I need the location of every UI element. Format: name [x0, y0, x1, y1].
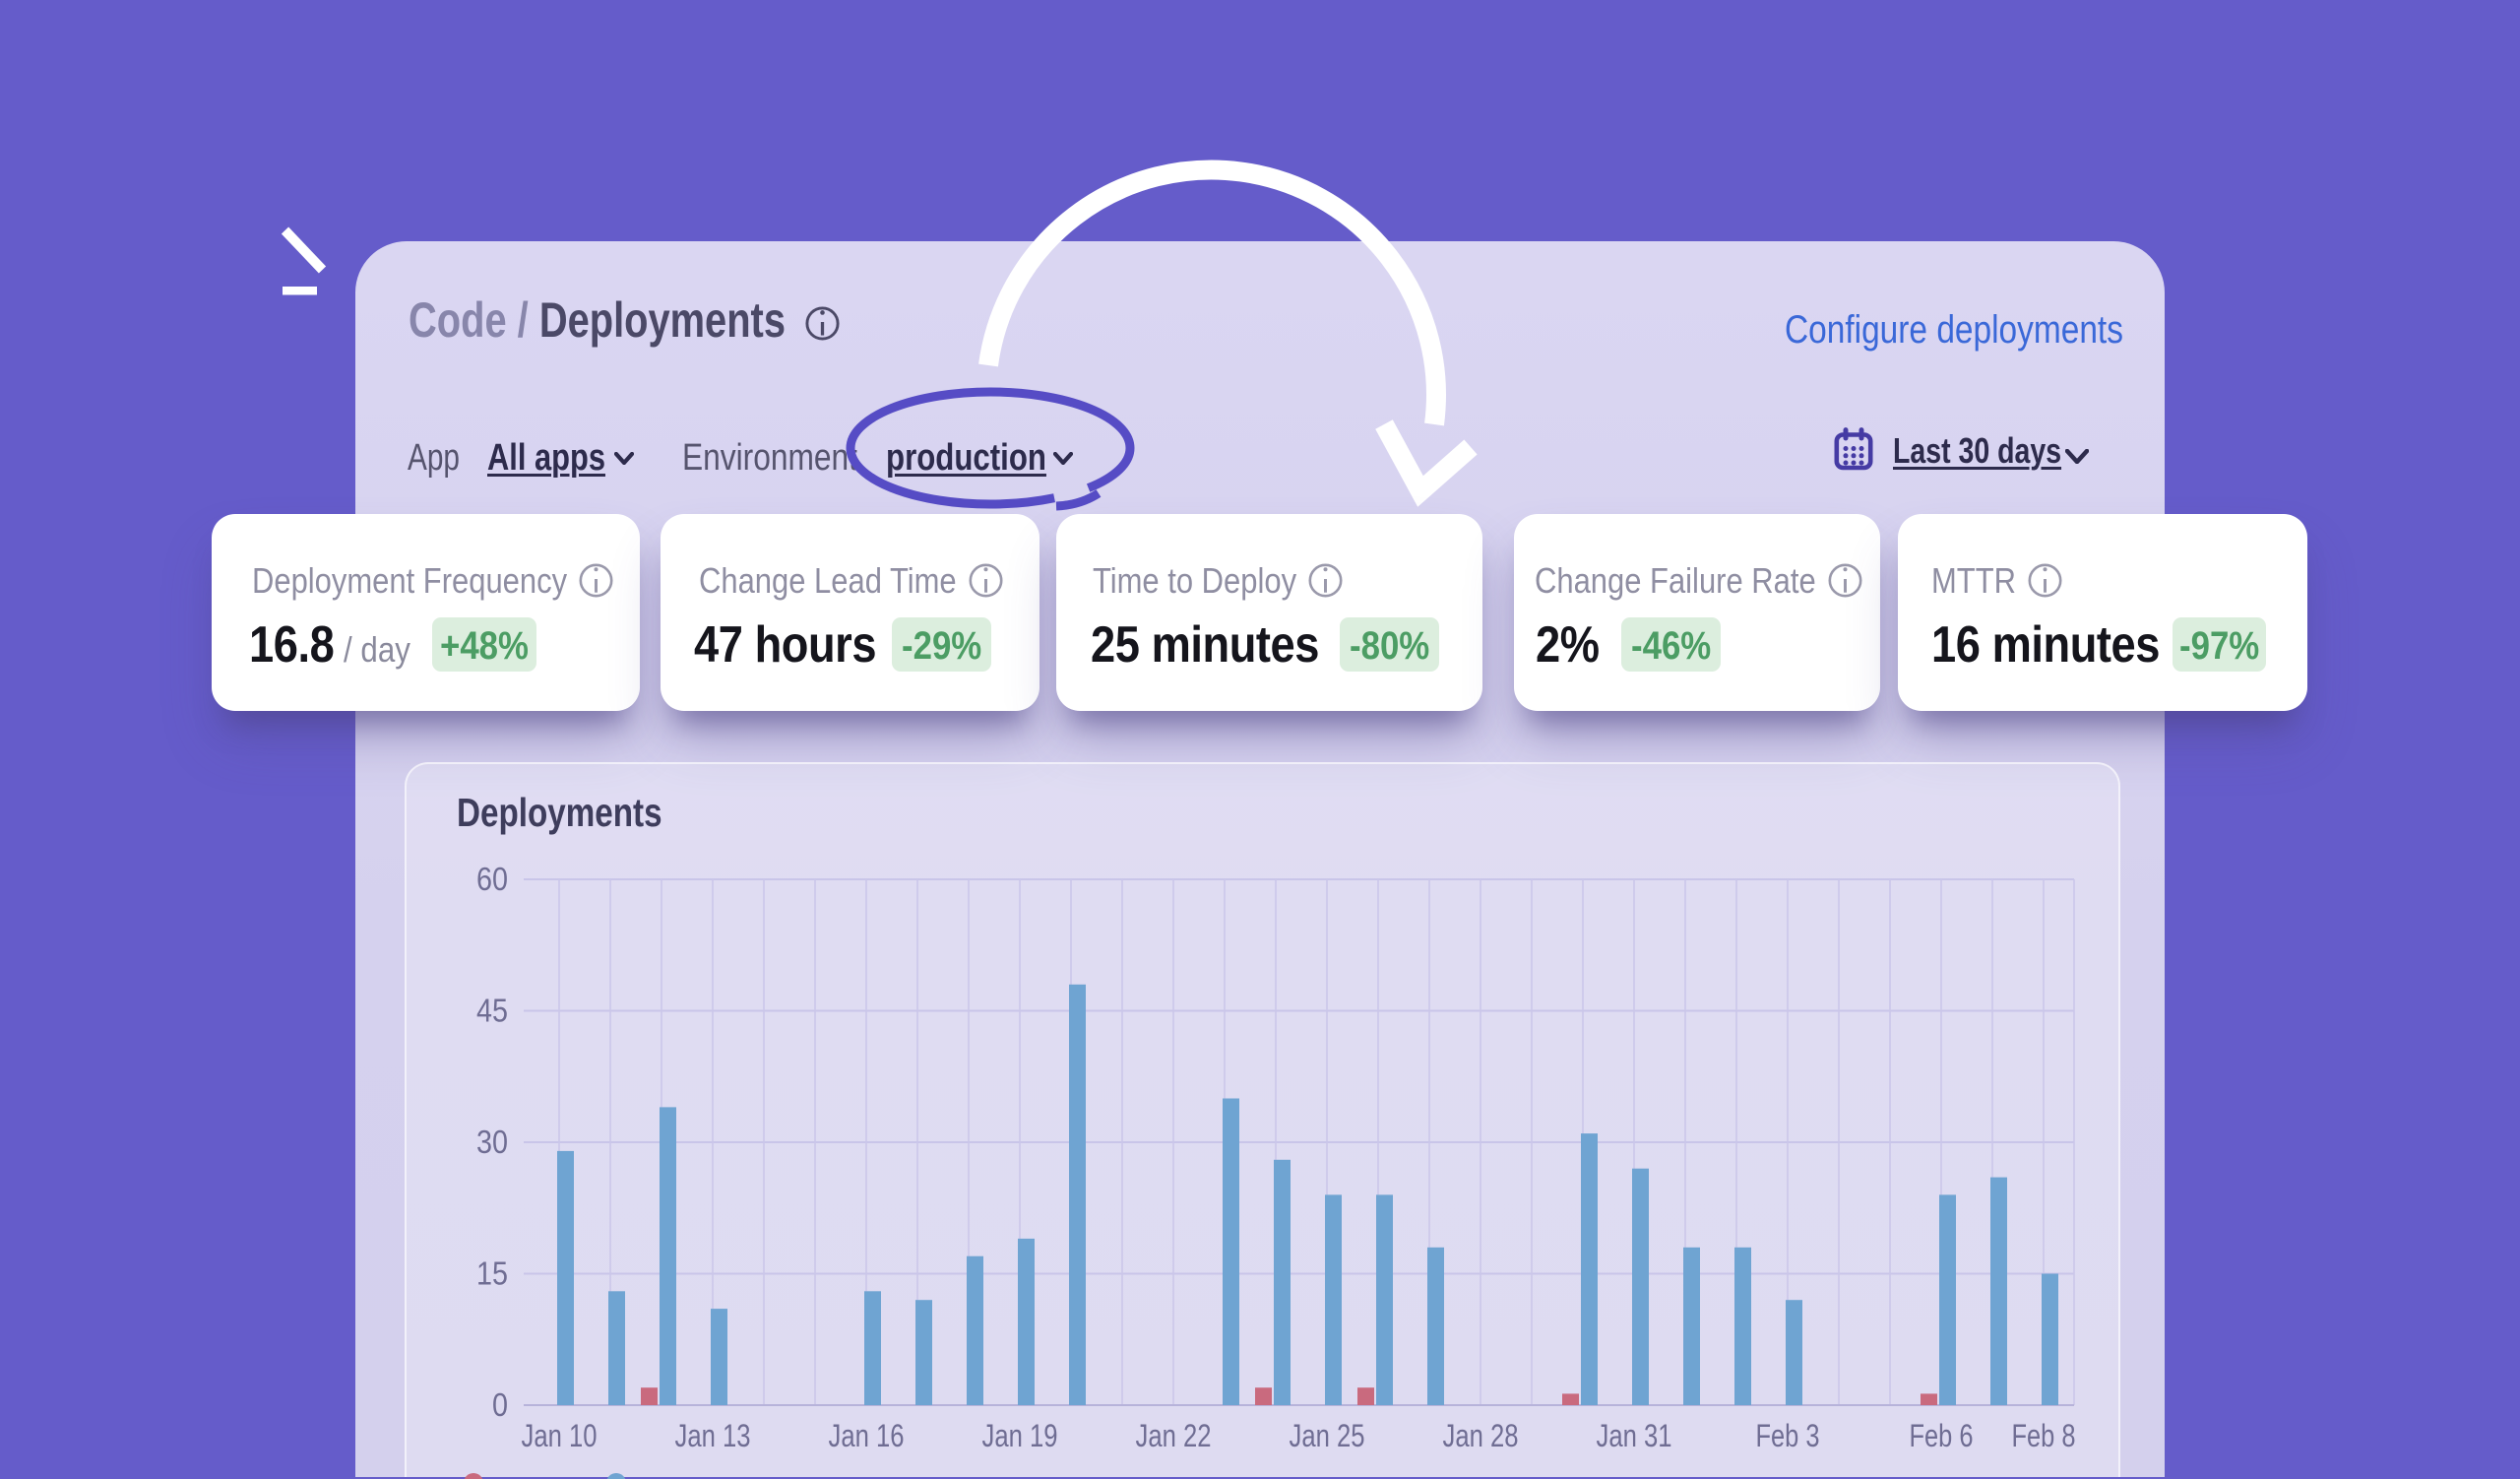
svg-text:Jan 25: Jan 25 — [1290, 1418, 1365, 1453]
svg-text:Jan 31: Jan 31 — [1597, 1418, 1672, 1453]
svg-text:15: 15 — [476, 1255, 508, 1292]
svg-text:Jan 22: Jan 22 — [1136, 1418, 1212, 1453]
svg-text:60: 60 — [476, 861, 508, 897]
svg-text:Jan 13: Jan 13 — [675, 1418, 751, 1453]
svg-text:Feb 8: Feb 8 — [2012, 1418, 2076, 1453]
svg-text:0: 0 — [492, 1386, 508, 1423]
svg-text:45: 45 — [476, 993, 508, 1029]
svg-text:Jan 19: Jan 19 — [982, 1418, 1058, 1453]
svg-text:Feb 3: Feb 3 — [1756, 1418, 1820, 1453]
svg-text:Jan 28: Jan 28 — [1443, 1418, 1519, 1453]
svg-text:30: 30 — [476, 1124, 508, 1160]
svg-text:Feb 6: Feb 6 — [1910, 1418, 1974, 1453]
svg-text:Jan 10: Jan 10 — [522, 1418, 598, 1453]
svg-text:Jan 16: Jan 16 — [829, 1418, 905, 1453]
